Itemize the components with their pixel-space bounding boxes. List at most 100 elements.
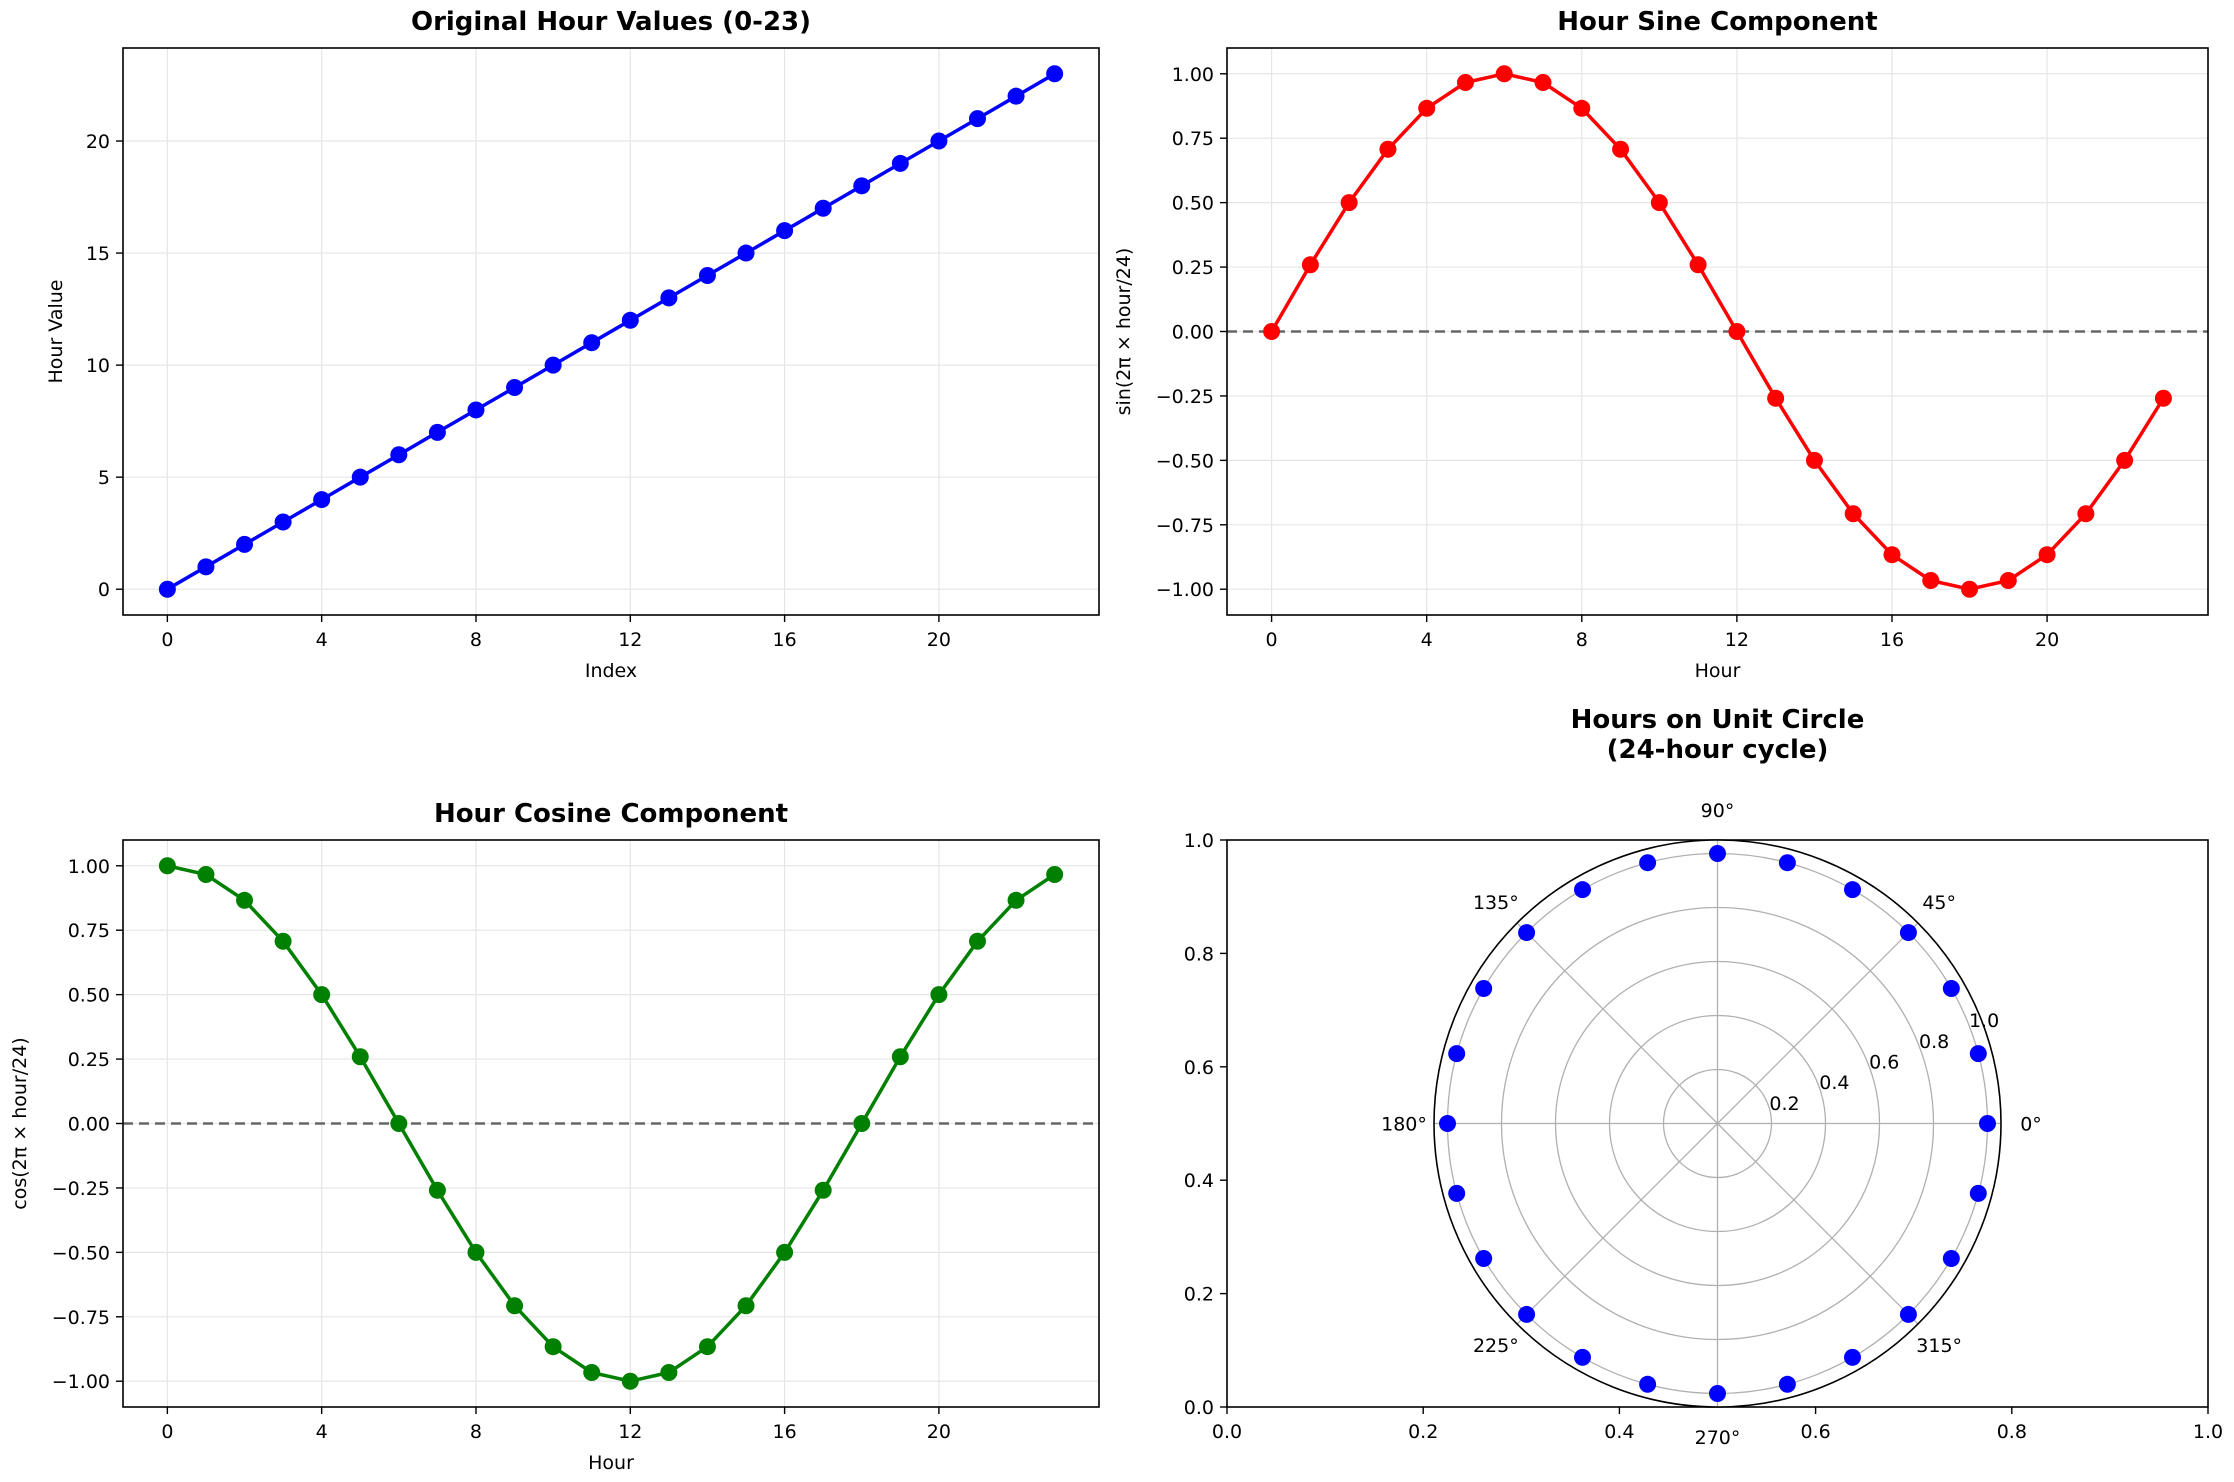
chart-title-line-1: Hours on Unit Circle (1571, 705, 1865, 735)
x-tick-label: 8 (470, 1421, 482, 1443)
hour-point (1969, 1184, 1987, 1202)
data-point (1844, 505, 1862, 523)
polar-angle-label: 180° (1381, 1114, 1427, 1136)
y-tick-label: 0.50 (68, 985, 110, 1007)
data-point (544, 1338, 562, 1356)
hour-point (1439, 1115, 1456, 1132)
y-tick-label: −0.75 (52, 1307, 110, 1329)
hour-point (1778, 854, 1796, 872)
polar-angular-gridline (1717, 922, 1919, 1124)
data-point (2038, 546, 2056, 564)
polar-angular-gridline (1516, 1123, 1718, 1325)
y-tick-label: −0.50 (1156, 450, 1214, 472)
data-point (1689, 256, 1707, 274)
data-point (313, 986, 331, 1004)
polar-outer-boundary (1433, 839, 2002, 1408)
polar-angle-label: 135° (1473, 892, 1519, 914)
data-point (506, 1297, 524, 1315)
hour-point (1518, 1305, 1536, 1323)
hour-point (1844, 881, 1861, 899)
chart-panel-3: 0 4 8 12 16 20 1.00 0.75 0.50 0.25 0.00 −0.25 −0.50 −… (9, 799, 1100, 1474)
data-point (1922, 571, 1940, 589)
hour-point (1899, 924, 1917, 942)
data-point (1007, 87, 1025, 105)
data-point (621, 1372, 639, 1390)
polar-angle-label: 90° (1701, 800, 1735, 822)
data-point (698, 1338, 716, 1356)
data-point (737, 244, 755, 262)
data-point (853, 1115, 871, 1132)
x-tick-label: 20 (927, 1421, 951, 1443)
data-point (1573, 99, 1591, 117)
background-y-tick-label: 0.2 (1184, 1284, 1214, 1306)
hour-point (1942, 1250, 1960, 1267)
x-tick-label: 0 (1266, 629, 1278, 651)
y-tick-label: 1.00 (1172, 64, 1214, 86)
data-point (1340, 194, 1358, 212)
y-tick-label: −0.75 (1156, 515, 1214, 537)
x-tick-label: 16 (773, 629, 797, 651)
data-point (930, 132, 948, 150)
background-x-tick-label: 0.4 (1604, 1421, 1634, 1443)
data-point (2116, 451, 2134, 469)
data-point (2077, 505, 2095, 523)
x-tick-label: 4 (316, 1421, 328, 1443)
y-tick-label: 0.75 (1172, 128, 1214, 150)
hour-point (1475, 980, 1493, 997)
y-tick-label: −1.00 (52, 1371, 110, 1393)
hour-point (1979, 1115, 1996, 1132)
plot-frame (122, 47, 1100, 616)
data-point (814, 1181, 832, 1199)
x-axis-label: Hour (1695, 660, 1741, 682)
y-tick-label: 0.75 (68, 920, 110, 942)
data-point (506, 379, 524, 397)
data-point (583, 334, 601, 352)
data-point (428, 423, 446, 441)
data-point (891, 154, 909, 172)
polar-radial-tick-label: 0.4 (1819, 1072, 1849, 1094)
polar-radial-tick-label: 0.6 (1869, 1052, 1899, 1074)
chart-panel-1: 0 4 8 12 16 20 0 5 10 15 20 Original Hour Values (0… (45, 7, 1100, 682)
data-point (390, 446, 408, 464)
hour-point (1475, 1250, 1493, 1267)
data-point (968, 932, 986, 950)
hour-point (1639, 1375, 1657, 1393)
hour-point (1778, 1375, 1796, 1393)
data-point (274, 932, 292, 950)
data-point (1263, 323, 1281, 340)
hour-point (1518, 924, 1536, 942)
polar-radial-tick-label: 0.2 (1769, 1093, 1799, 1115)
data-point (390, 1115, 408, 1132)
data-point (1650, 194, 1668, 212)
data-point (236, 891, 254, 909)
data-point (1456, 74, 1474, 92)
polar-radial-tick-label: 1.0 (1969, 1010, 1999, 1032)
hour-point (1969, 1045, 1987, 1063)
x-tick-label: 0 (161, 629, 173, 651)
data-point (814, 199, 832, 217)
y-tick-label: 0 (98, 579, 110, 601)
hour-point (1899, 1305, 1917, 1323)
y-axis-label: Hour Value (45, 280, 67, 384)
y-tick-label: 1.00 (68, 856, 110, 878)
data-point (660, 289, 678, 307)
polar-angle-label: 45° (1922, 892, 1956, 914)
hour-point (1448, 1184, 1466, 1202)
y-tick-label: 0.25 (1172, 257, 1214, 279)
data-point (197, 558, 215, 576)
chart-panel-2: 0 4 8 12 16 20 1.00 0.75 0.50 0.25 0.00 −0.25 −0.50 −… (1113, 7, 2209, 682)
data-point (891, 1048, 909, 1066)
polar-angular-gridline (1516, 922, 1718, 1124)
y-tick-label: −0.25 (1156, 386, 1214, 408)
data-point (2154, 389, 2172, 407)
y-tick-label: 15 (86, 243, 110, 265)
background-x-tick-label: 0.2 (1408, 1421, 1438, 1443)
data-point (351, 468, 369, 486)
background-y-tick-label: 0.8 (1184, 943, 1214, 965)
data-point (930, 986, 948, 1004)
data-point (274, 513, 292, 531)
x-tick-label: 16 (773, 1421, 797, 1443)
data-point (1007, 891, 1025, 909)
chart-title: Original Hour Values (0-23) (411, 7, 811, 37)
hour-point (1574, 1348, 1591, 1366)
